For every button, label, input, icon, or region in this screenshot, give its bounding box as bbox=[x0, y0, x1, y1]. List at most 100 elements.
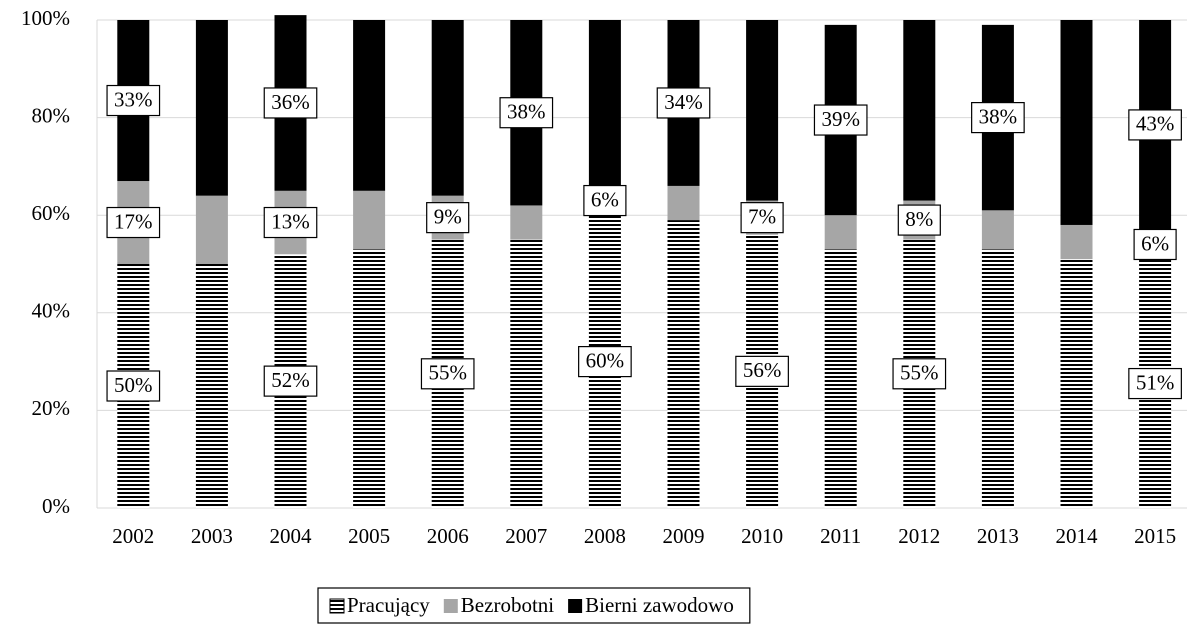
bar-segment bbox=[903, 20, 936, 201]
data-label-text: 60% bbox=[586, 348, 625, 372]
x-tick-label: 2004 bbox=[270, 524, 313, 548]
data-label: 38% bbox=[971, 101, 1025, 134]
data-label-text: 6% bbox=[591, 187, 619, 211]
data-label-text: 36% bbox=[271, 90, 310, 114]
bar-segment bbox=[981, 249, 1014, 509]
data-label: 39% bbox=[813, 104, 868, 136]
bar-segment bbox=[667, 220, 700, 508]
data-label: 36% bbox=[263, 87, 318, 119]
data-label-box bbox=[892, 358, 947, 390]
bar-segment bbox=[195, 20, 228, 196]
legend-label: Pracujący bbox=[347, 593, 430, 617]
x-tick-label: 2012 bbox=[898, 524, 940, 548]
data-label: 13% bbox=[263, 206, 318, 239]
data-label-box bbox=[578, 346, 632, 378]
data-label: 55% bbox=[892, 358, 947, 390]
data-label: 9% bbox=[426, 202, 470, 234]
bar-segment bbox=[353, 190, 386, 250]
data-label-text: 33% bbox=[114, 87, 153, 111]
data-label-text: 43% bbox=[1136, 112, 1175, 136]
data-label-box bbox=[656, 87, 711, 119]
data-label-box bbox=[106, 370, 161, 402]
bar-segment bbox=[1060, 259, 1093, 508]
x-tick-label: 2010 bbox=[741, 524, 783, 548]
data-label-box bbox=[426, 202, 470, 234]
data-label-text: 38% bbox=[979, 104, 1018, 128]
data-label: 52% bbox=[263, 365, 318, 397]
data-label-box bbox=[1128, 367, 1182, 400]
data-label: 60% bbox=[578, 346, 632, 378]
x-tick-label: 2002 bbox=[112, 524, 154, 548]
data-label: 33% bbox=[106, 84, 161, 117]
legend-label: Bezrobotni bbox=[461, 593, 554, 617]
bar-segment bbox=[353, 20, 386, 191]
data-label-text: 55% bbox=[900, 361, 939, 385]
data-label-box bbox=[263, 365, 318, 397]
data-label-box bbox=[1133, 228, 1177, 261]
data-label-box bbox=[971, 101, 1025, 134]
data-label-box bbox=[583, 184, 627, 217]
data-label: 56% bbox=[735, 355, 789, 387]
x-tick-label: 2015 bbox=[1134, 524, 1176, 548]
bar-segment bbox=[195, 195, 228, 264]
bar-segment bbox=[510, 239, 543, 508]
bar-segment bbox=[667, 185, 700, 221]
x-tick-label: 2008 bbox=[584, 524, 626, 548]
data-label-text: 7% bbox=[748, 204, 776, 228]
bar-segment bbox=[981, 210, 1014, 250]
data-label: 34% bbox=[656, 87, 711, 119]
data-label-box bbox=[897, 204, 941, 236]
data-label-text: 34% bbox=[664, 90, 703, 114]
legend-label: Bierni zawodowo bbox=[585, 593, 734, 617]
y-tick-label: 0% bbox=[42, 494, 70, 518]
bar-segment bbox=[431, 20, 464, 196]
bar-segment bbox=[588, 20, 621, 186]
y-tick-label: 40% bbox=[32, 299, 71, 323]
data-label: 50% bbox=[106, 370, 161, 402]
data-label-text: 52% bbox=[271, 368, 310, 392]
data-label: 7% bbox=[740, 202, 784, 234]
x-tick-label: 2013 bbox=[977, 524, 1019, 548]
x-tick-label: 2005 bbox=[348, 524, 390, 548]
bar-segment bbox=[510, 205, 543, 240]
x-tick-label: 2007 bbox=[505, 524, 547, 548]
data-label-box bbox=[735, 355, 789, 387]
x-tick-label: 2009 bbox=[663, 524, 705, 548]
data-label-box bbox=[740, 202, 784, 234]
legend-swatch bbox=[568, 599, 583, 613]
y-tick-label: 100% bbox=[21, 6, 70, 30]
data-label-text: 8% bbox=[905, 207, 933, 231]
y-tick-label: 20% bbox=[32, 396, 71, 420]
x-tick-label: 2006 bbox=[427, 524, 469, 548]
data-label-text: 38% bbox=[507, 100, 546, 124]
data-label-text: 51% bbox=[1136, 370, 1175, 394]
data-label: 6% bbox=[1133, 228, 1177, 261]
data-label-box bbox=[813, 104, 868, 136]
data-label: 43% bbox=[1128, 109, 1182, 141]
data-label-box bbox=[263, 206, 318, 239]
data-label-text: 56% bbox=[743, 358, 782, 382]
y-tick-label: 60% bbox=[32, 201, 71, 225]
y-tick-label: 80% bbox=[32, 103, 71, 127]
bar-segment bbox=[824, 215, 857, 250]
legend: Pracujący Bezrobotni Bierni zawodowo bbox=[317, 587, 751, 624]
data-label-box bbox=[106, 84, 161, 117]
data-label-text: 9% bbox=[434, 204, 462, 228]
data-label: 8% bbox=[897, 204, 941, 236]
x-tick-label: 2003 bbox=[191, 524, 233, 548]
data-label-box bbox=[499, 97, 554, 129]
bar-segment bbox=[1060, 224, 1093, 260]
bar-segment bbox=[746, 20, 779, 201]
legend-swatch bbox=[443, 599, 458, 613]
data-label-text: 17% bbox=[114, 209, 153, 233]
data-label-text: 50% bbox=[114, 373, 153, 397]
data-label: 51% bbox=[1128, 367, 1182, 400]
data-label-text: 6% bbox=[1141, 231, 1169, 255]
bar-segment bbox=[824, 249, 857, 509]
bar-segment bbox=[195, 264, 228, 508]
bar-segment bbox=[1060, 20, 1093, 225]
data-label-box bbox=[263, 87, 318, 119]
data-label-text: 13% bbox=[271, 209, 310, 233]
data-label: 6% bbox=[583, 184, 627, 217]
